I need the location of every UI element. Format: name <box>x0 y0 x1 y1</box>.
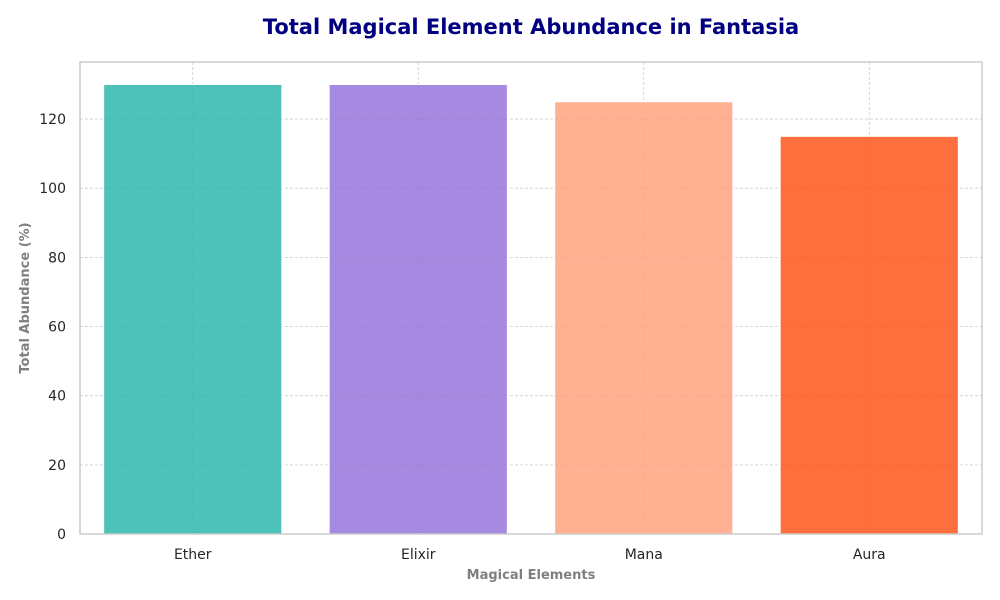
plot-frame <box>79 61 983 535</box>
x-axis-label: Magical Elements <box>467 568 596 583</box>
y-axis-label: Total Abundance (%) <box>18 222 33 373</box>
y-tick-label: 80 <box>48 250 66 266</box>
y-tick-label: 100 <box>39 181 66 197</box>
bars <box>103 83 959 535</box>
bar-ether <box>103 83 283 535</box>
y-tick-labels: 0 20 40 60 80 100 120 <box>39 112 66 543</box>
x-tick-labels: Ether Elixir Mana Aura <box>174 547 886 563</box>
bar-elixir <box>328 83 508 535</box>
y-tick-label: 0 <box>57 527 66 543</box>
y-tick-label: 120 <box>39 112 66 128</box>
y-tick-label: 40 <box>48 389 66 405</box>
bar-mana <box>554 101 734 535</box>
x-tick-label: Aura <box>853 547 886 563</box>
chart-title: Total Magical Element Abundance in Fanta… <box>263 15 799 39</box>
x-tick-label: Mana <box>625 547 663 563</box>
x-tick-label: Ether <box>174 547 212 563</box>
x-tick-label: Elixir <box>401 547 436 563</box>
bar-aura <box>779 135 959 535</box>
y-tick-label: 60 <box>48 320 66 336</box>
y-tick-label: 20 <box>48 458 66 474</box>
